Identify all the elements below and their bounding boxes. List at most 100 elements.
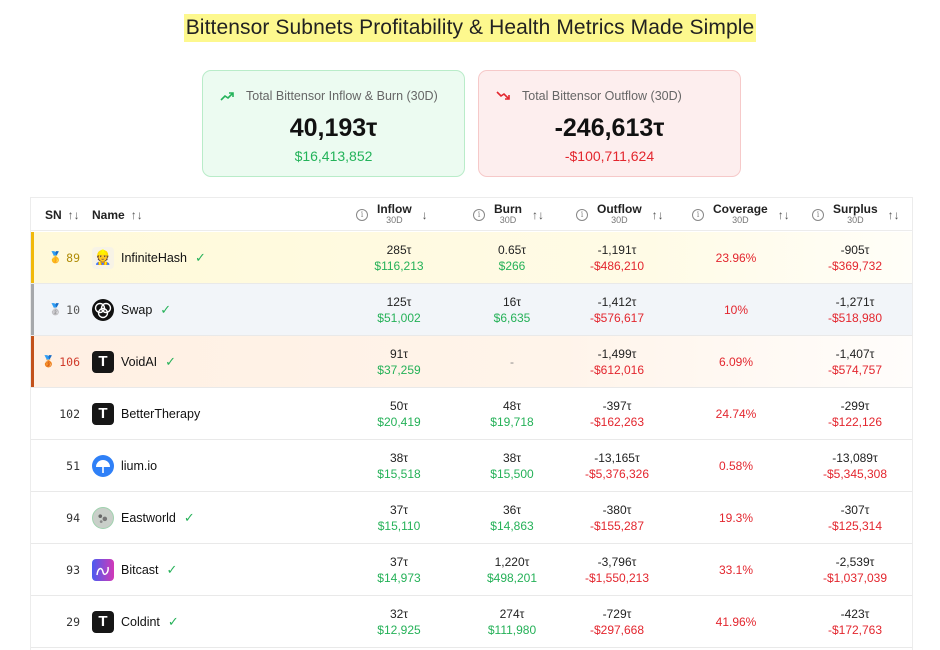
outflow-usd-value: -$1,550,213	[584, 570, 650, 585]
subnet-number: 🥈 10	[31, 284, 80, 335]
coverage-value: 10%	[723, 302, 749, 317]
outflow-cell: -1,412τ -$576,617	[567, 284, 667, 335]
sort-icon[interactable]: ↑↓	[130, 207, 143, 222]
outflow-header-label: Outflow	[597, 202, 642, 217]
t-logo-icon: T	[92, 402, 114, 425]
inflow-tao-value: 38τ	[389, 450, 409, 465]
subnet-number-text: 93	[66, 562, 80, 577]
rank-indicator-bar	[31, 336, 34, 387]
table-row[interactable]: 102 T BetterTherapy 50τ $20,419 48τ $19,718 -39…	[31, 388, 912, 440]
verified-check-icon: ✓	[160, 301, 172, 317]
info-icon[interactable]: i	[473, 208, 485, 221]
surplus-usd-value: -$518,980	[827, 310, 883, 325]
subnet-name-cell[interactable]: Bitcast ✓	[92, 544, 177, 595]
sort-icon[interactable]: ↑↓	[777, 207, 790, 222]
inflow-usd-value: $116,213	[374, 258, 424, 273]
subnet-number-text: 106	[59, 354, 80, 369]
subnet-name-cell[interactable]: T Coldint ✓	[92, 596, 179, 647]
subnet-name-cell[interactable]: T VoidAI ✓	[92, 336, 176, 387]
table-header: SN ↑↓ Name ↑↓ i Inflow 30D ↓ i Burn 30D ↑↓…	[31, 198, 912, 231]
outflow-tao-value: -1,499τ	[597, 346, 637, 361]
surplus-usd-value: -$122,126	[827, 414, 883, 429]
subnet-name-cell[interactable]: 👷 InfiniteHash ✓	[92, 232, 206, 283]
column-header-sn[interactable]: SN ↑↓	[45, 198, 80, 231]
burn-cell: 0.65τ $266	[462, 232, 562, 283]
inflow-usd-value: $15,518	[377, 466, 421, 481]
column-header-inflow[interactable]: i Inflow 30D ↓	[356, 198, 428, 231]
info-icon[interactable]: i	[812, 208, 824, 221]
sort-icon[interactable]: ↑↓	[887, 207, 900, 222]
inflow-cell: 91τ $37,259	[349, 336, 449, 387]
coverage-value: 19.3%	[718, 510, 754, 525]
subnet-number: 102	[31, 388, 80, 439]
burn-usd-value: $6,635	[493, 310, 531, 325]
subnet-name-cell[interactable]: Eastworld ✓	[92, 492, 195, 543]
verified-check-icon: ✓	[167, 613, 179, 629]
gold-medal-icon: 🥇	[48, 251, 63, 264]
surplus-tao-value: -905τ	[840, 242, 870, 257]
surplus-cell: -1,407τ -$574,757	[805, 336, 905, 387]
subnet-name[interactable]: Swap	[121, 302, 153, 317]
surplus-cell: -299τ -$122,126	[805, 388, 905, 439]
info-icon[interactable]: i	[576, 208, 588, 221]
outflow-card-header: Total Bittensor Outflow (30D)	[496, 89, 682, 103]
table-row[interactable]: 🥈 10 Swap ✓ 125τ $51,002 16τ $6,635 -1,412τ -$576…	[31, 284, 912, 336]
subnet-number: 🥇 89	[31, 232, 80, 283]
table-row[interactable]: 93 Bitcast ✓ 37τ $14,973 1,220τ $498,201 -3,796…	[31, 544, 912, 596]
table-row[interactable]: 94 Eastworld ✓ 37τ $15,110 36τ $14,863 -380τ -$1…	[31, 492, 912, 544]
inflow-usd-value: $37,259	[377, 362, 421, 377]
sort-icon[interactable]: ↑↓	[67, 207, 80, 222]
column-header-coverage[interactable]: i Coverage 30D ↑↓	[692, 198, 790, 231]
subnet-name[interactable]: Bitcast	[121, 562, 159, 577]
column-header-burn[interactable]: i Burn 30D ↑↓	[473, 198, 544, 231]
sort-desc-icon[interactable]: ↓	[421, 207, 428, 222]
inflow-usd-value: $20,419	[377, 414, 421, 429]
table-row[interactable]: 29 T Coldint ✓ 32τ $12,925 274τ $111,980 -729τ -$…	[31, 596, 912, 648]
subnet-name[interactable]: Eastworld	[121, 510, 176, 525]
verified-check-icon: ✓	[183, 509, 195, 525]
outflow-tao-value: -3,796τ	[597, 554, 637, 569]
info-icon[interactable]: i	[356, 208, 368, 221]
subnet-name[interactable]: InfiniteHash	[121, 250, 188, 265]
column-header-surplus[interactable]: i Surplus 30D ↑↓	[812, 198, 900, 231]
inflow-cell: 37τ $15,110	[349, 492, 449, 543]
surplus-usd-value: -$5,345,308	[822, 466, 888, 481]
burn-tao-value: 36τ	[502, 502, 522, 517]
name-header-label: Name	[92, 207, 125, 222]
outflow-cell: -1,499τ -$612,016	[567, 336, 667, 387]
inflow-usd-value: $14,973	[377, 570, 421, 585]
subnet-name[interactable]: BetterTherapy	[121, 406, 201, 421]
table-row[interactable]: 🥇 89 👷 InfiniteHash ✓ 285τ $116,213 0.65τ $266 -1…	[31, 232, 912, 284]
column-header-name[interactable]: Name ↑↓	[92, 198, 143, 231]
coverage-value: 24.74%	[715, 406, 757, 421]
info-icon[interactable]: i	[692, 208, 704, 221]
subnet-name[interactable]: lium.io	[121, 458, 158, 473]
subnet-name-cell[interactable]: lium.io	[92, 440, 157, 491]
subnet-name[interactable]: VoidAI	[121, 354, 158, 369]
inflow-cell: 285τ $116,213	[349, 232, 449, 283]
column-header-outflow[interactable]: i Outflow 30D ↑↓	[576, 198, 664, 231]
verified-check-icon: ✓	[165, 353, 177, 369]
burn-usd-value: $15,500	[490, 466, 534, 481]
table-row[interactable]: 🥉 106 T VoidAI ✓ 91τ $37,259- -1,499τ -$612,016-…	[31, 336, 912, 388]
subnet-name-cell[interactable]: T BetterTherapy	[92, 388, 200, 439]
outflow-tao-value: -1,191τ	[597, 242, 637, 257]
coverage-cell: 6.09%	[686, 336, 786, 387]
burn-usd-value: $266	[498, 258, 526, 273]
surplus-usd-value: -$369,732	[827, 258, 883, 273]
outflow-usd-value: -$576,617	[589, 310, 645, 325]
sort-icon[interactable]: ↑↓	[532, 207, 544, 222]
coverage-cell: 10%	[686, 284, 786, 335]
surplus-cell: -13,089τ -$5,345,308	[805, 440, 905, 491]
outflow-cell: -397τ -$162,263	[567, 388, 667, 439]
subnet-name-cell[interactable]: Swap ✓	[92, 284, 171, 335]
outflow-usd-value: -$5,376,326	[584, 466, 650, 481]
inflow-card-usd: $16,413,852	[294, 148, 373, 164]
inflow-cell: 37τ $14,973	[349, 544, 449, 595]
table-row[interactable]: 51 lium.io 38τ $15,518 38τ $15,500 -13,165τ -$5…	[31, 440, 912, 492]
subnet-number: 93	[31, 544, 80, 595]
sort-icon[interactable]: ↑↓	[651, 207, 664, 222]
subnet-name[interactable]: Coldint	[121, 614, 160, 629]
outflow-usd-value: -$486,210	[589, 258, 645, 273]
outflow-cell: -1,191τ -$486,210	[567, 232, 667, 283]
